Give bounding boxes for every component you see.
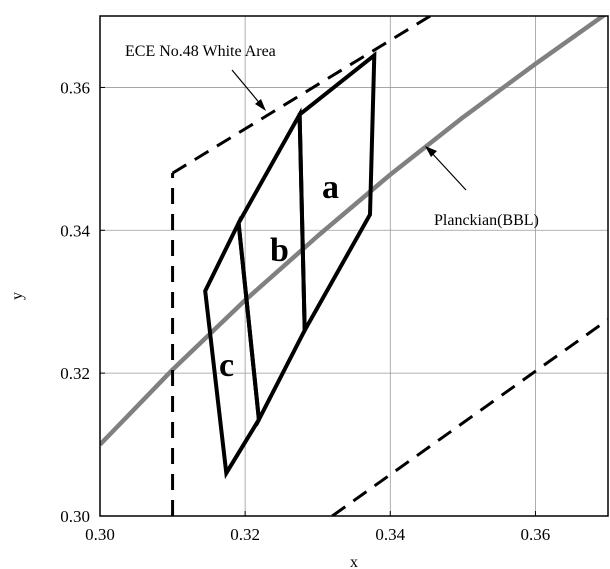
y-tick-label: 0.30 — [60, 507, 90, 526]
y-axis-title: y — [9, 292, 26, 300]
region-label-b: b — [270, 232, 289, 269]
region-label-c: c — [219, 347, 234, 384]
white-area-annotation: ECE No.48 White Area — [125, 43, 276, 60]
region-c-outline — [203, 215, 261, 480]
planckian-locus-line — [100, 16, 607, 447]
y-tick-label: 0.34 — [60, 221, 90, 240]
x-axis-title: x — [350, 554, 358, 569]
x-tick-label: 0.34 — [375, 525, 405, 544]
white-area-arrowhead — [255, 99, 266, 111]
y-tick-label: 0.32 — [60, 364, 90, 383]
white-area-lower-edge — [331, 318, 608, 516]
plot-frame — [99, 15, 609, 517]
x-tick-label: 0.36 — [521, 525, 551, 544]
ticks: 0.30 0.32 0.34 0.36 0.30 0.32 0.34 0.36 — [60, 78, 550, 544]
plot-layer — [100, 16, 608, 516]
planckian-annotation: Planckian(BBL) — [434, 212, 539, 229]
x-tick-label: 0.32 — [230, 525, 260, 544]
planckian-arrowhead — [425, 146, 437, 157]
region-label-a: a — [322, 169, 339, 206]
planckian-arrow — [429, 150, 467, 191]
y-tick-label: 0.36 — [60, 78, 90, 97]
x-tick-label: 0.30 — [85, 525, 115, 544]
white-area-arrow — [231, 69, 263, 107]
grid-lines — [100, 16, 608, 516]
